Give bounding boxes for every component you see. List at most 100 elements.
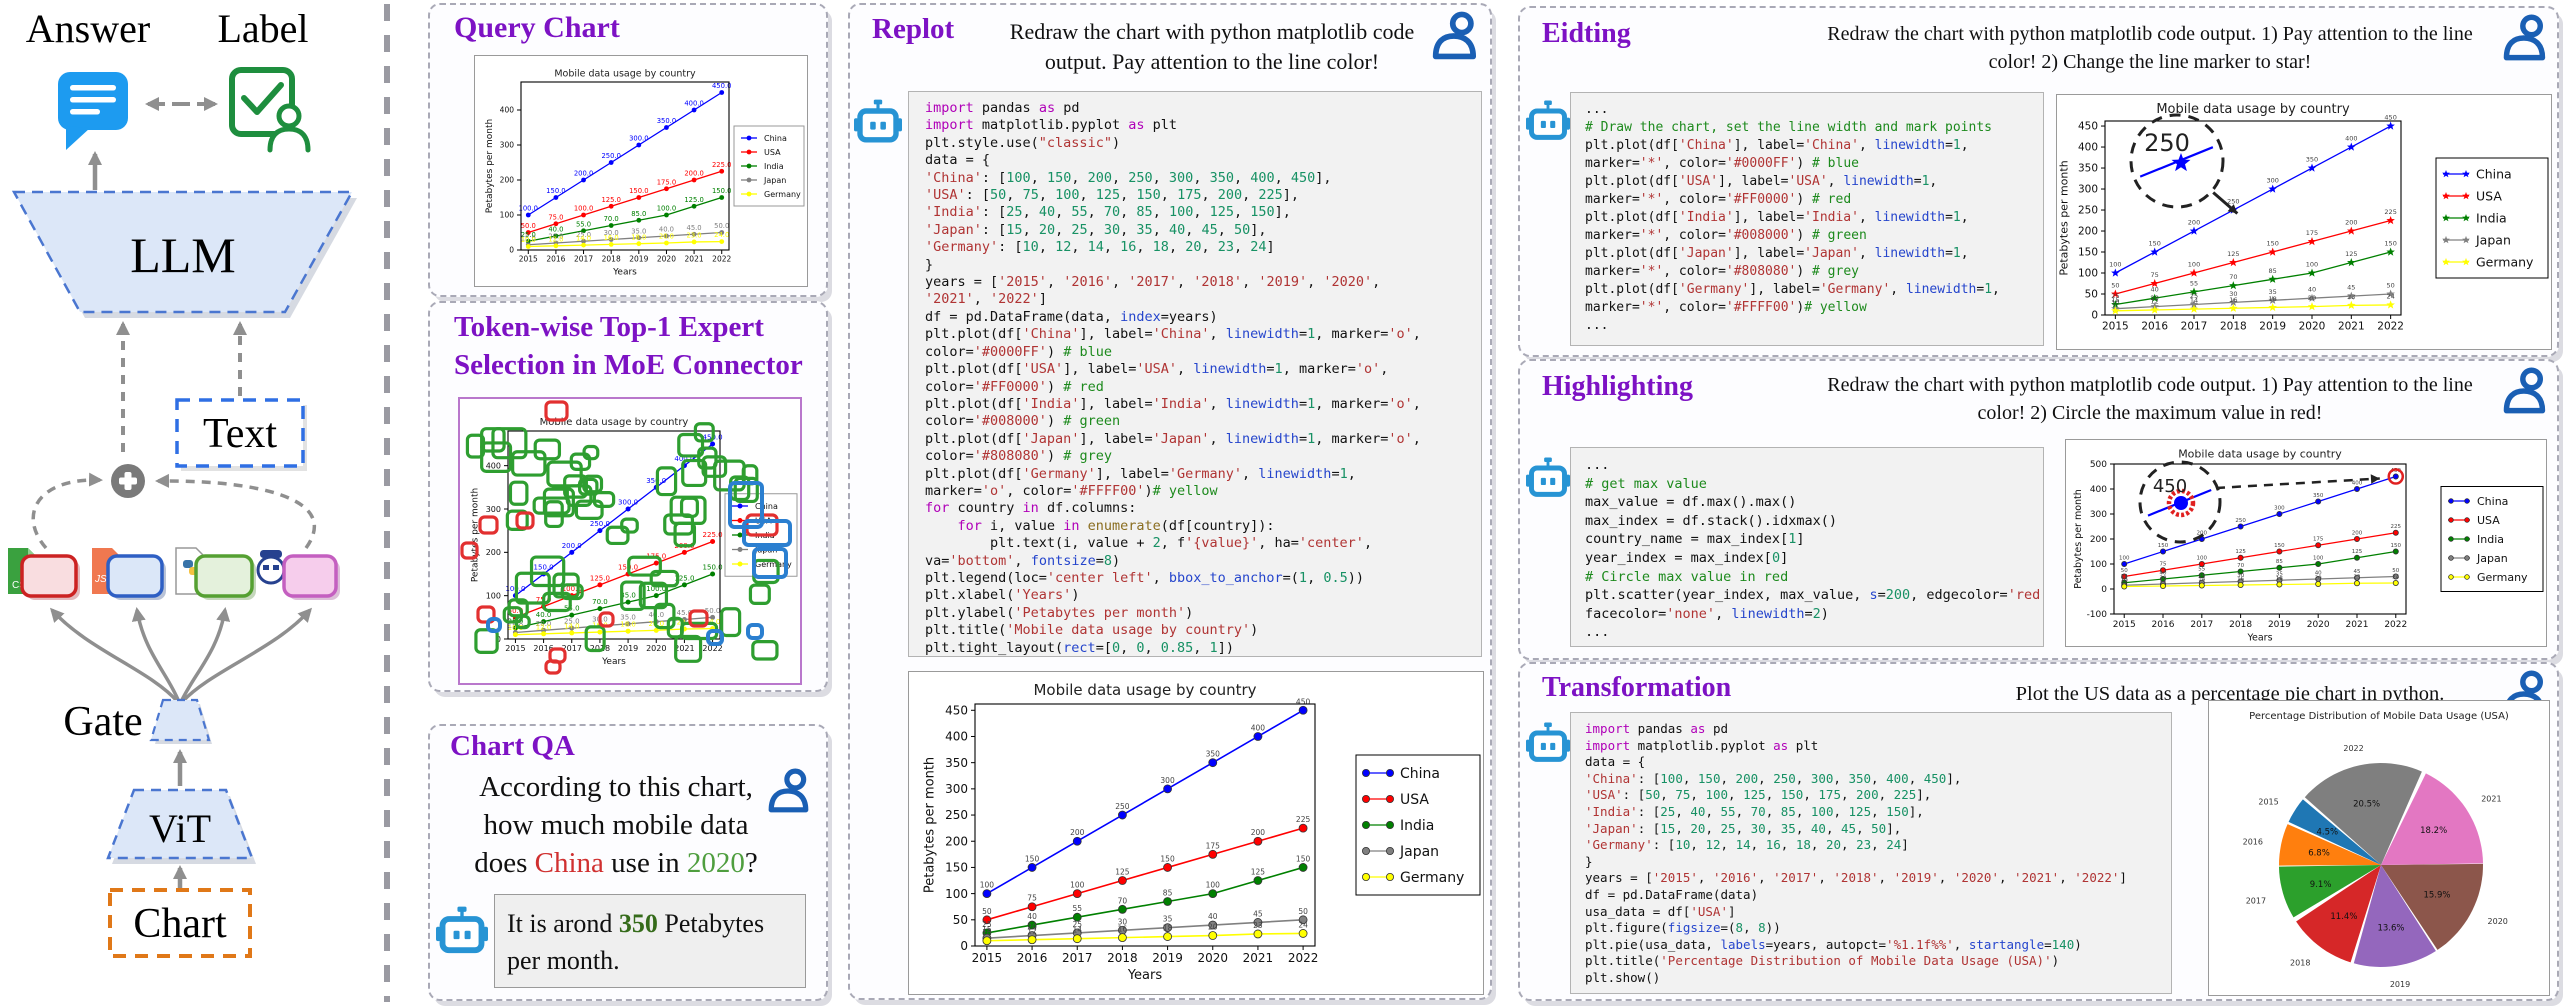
svg-text:2020: 2020 [1197, 951, 1228, 965]
svg-text:20: 20 [1027, 923, 1037, 932]
svg-text:23: 23 [2347, 293, 2355, 301]
svg-text:Germany: Germany [2476, 255, 2534, 270]
svg-text:300.0: 300.0 [618, 499, 638, 507]
svg-text:225.0: 225.0 [712, 161, 731, 169]
highlighting-output-chart: Mobile data usage by country -100 0 100 200 3… [2073, 447, 2544, 644]
svg-text:200: 200 [2197, 530, 2208, 536]
svg-text:100: 100 [2313, 555, 2324, 561]
svg-text:25.0: 25.0 [521, 231, 536, 239]
svg-text:2021: 2021 [685, 255, 704, 264]
svg-text:125: 125 [2352, 549, 2363, 555]
svg-text:50: 50 [2111, 282, 2119, 290]
svg-text:100.0: 100.0 [562, 585, 582, 593]
highlighting-title: Highlighting [1542, 371, 1693, 402]
svg-text:500: 500 [2090, 460, 2107, 470]
svg-text:450: 450 [2153, 476, 2187, 497]
svg-text:70: 70 [2237, 563, 2244, 569]
svg-text:40.0: 40.0 [659, 226, 674, 234]
svg-text:2016: 2016 [533, 644, 553, 653]
svg-text:85: 85 [2269, 267, 2277, 275]
svg-text:35: 35 [2276, 572, 2283, 578]
svg-text:400: 400 [2078, 142, 2098, 154]
svg-text:200: 200 [1070, 828, 1085, 837]
svg-text:14: 14 [2198, 577, 2205, 583]
svg-text:40.0: 40.0 [548, 226, 563, 234]
svg-text:100.0: 100.0 [646, 585, 666, 593]
svg-text:55: 55 [1072, 904, 1082, 913]
svg-text:50: 50 [982, 907, 992, 916]
svg-text:4.5%: 4.5% [2316, 828, 2338, 838]
svg-text:10.0: 10.0 [508, 624, 524, 632]
svg-text:2022: 2022 [2384, 620, 2407, 630]
svg-text:2015: 2015 [2113, 620, 2136, 630]
svg-text:400.0: 400.0 [684, 100, 703, 108]
svg-text:50.0: 50.0 [521, 222, 536, 230]
svg-text:45: 45 [2353, 569, 2360, 575]
svg-text:2022: 2022 [2377, 321, 2404, 333]
svg-text:15.0: 15.0 [521, 234, 536, 242]
svg-text:18.2%: 18.2% [2420, 826, 2447, 836]
svg-text:18: 18 [2269, 295, 2277, 303]
svg-text:35.0: 35.0 [631, 227, 646, 235]
svg-text:200: 200 [486, 548, 501, 557]
svg-text:150.0: 150.0 [546, 187, 565, 195]
svg-text:2020: 2020 [2488, 917, 2508, 926]
query-chart-figure: Mobile data usage by country 0 100 200 300 40… [474, 55, 808, 287]
svg-text:Percentage Distribution of Mob: Percentage Distribution of Mobile Data U… [2249, 711, 2509, 722]
svg-text:2015: 2015 [2258, 798, 2278, 807]
svg-text:20.0: 20.0 [659, 233, 674, 241]
svg-text:150: 150 [2266, 240, 2278, 248]
svg-text:150.0: 150.0 [629, 187, 648, 195]
svg-text:0: 0 [2101, 585, 2107, 595]
svg-text:125: 125 [2235, 549, 2246, 555]
highlighting-instruction: Redraw the chart with python matplotlib … [1827, 374, 2473, 424]
svg-text:300: 300 [1160, 776, 1175, 785]
svg-text:Japan: Japan [2475, 233, 2511, 248]
svg-text:100: 100 [2109, 261, 2121, 269]
svg-text:11.4%: 11.4% [2330, 912, 2357, 922]
svg-text:250: 250 [2227, 198, 2239, 206]
svg-text:23: 23 [2353, 575, 2360, 581]
replot-output-chart: Mobile data usage by country 0 50 100 150 200… [922, 681, 1481, 983]
editing-title: Eidting [1542, 18, 1631, 49]
svg-text:30: 30 [2237, 573, 2244, 579]
svg-text:16: 16 [1118, 925, 1128, 934]
svg-text:0: 0 [2091, 310, 2098, 322]
svg-text:10: 10 [2121, 578, 2128, 584]
svg-text:Germany: Germany [1400, 870, 1464, 886]
svg-text:150: 150 [2158, 543, 2169, 549]
robot-icon [1526, 722, 1570, 766]
svg-text:250: 250 [1115, 802, 1130, 811]
svg-text:2018: 2018 [590, 644, 610, 653]
svg-text:20: 20 [1208, 923, 1218, 932]
qa-question: According to this chart, how much mobile … [474, 771, 758, 879]
svg-text:2022: 2022 [712, 255, 731, 264]
svg-text:70.0: 70.0 [604, 215, 619, 223]
moe-chart: Mobile data usage by country010020030040… [460, 400, 798, 675]
svg-text:18: 18 [2276, 576, 2283, 582]
svg-text:12.0: 12.0 [548, 235, 563, 243]
svg-text:300: 300 [945, 782, 968, 796]
svg-text:45: 45 [1253, 909, 1263, 918]
svg-text:2017: 2017 [2190, 620, 2213, 630]
svg-text:Mobile data usage by country: Mobile data usage by country [2156, 102, 2350, 117]
svg-text:125: 125 [1251, 868, 1266, 877]
user-icon [1430, 11, 1480, 61]
svg-text:50: 50 [1298, 907, 1308, 916]
panel-replot: Replot Redraw the chart with python matp… [848, 3, 1492, 1000]
svg-text:2019: 2019 [618, 644, 638, 653]
svg-text:70: 70 [1118, 896, 1128, 905]
svg-text:70: 70 [2229, 273, 2237, 281]
svg-text:150.0: 150.0 [712, 187, 731, 195]
svg-text:125: 125 [2227, 250, 2239, 258]
svg-text:400: 400 [2090, 485, 2107, 495]
svg-text:225: 225 [2391, 524, 2402, 530]
svg-text:150: 150 [945, 861, 968, 875]
svg-text:300: 300 [2078, 184, 2098, 196]
svg-text:350.0: 350.0 [657, 117, 676, 125]
svg-text:2021: 2021 [2481, 794, 2501, 803]
svg-text:Mobile data usage by country: Mobile data usage by country [540, 417, 689, 428]
svg-text:30.0: 30.0 [604, 229, 619, 237]
svg-text:18.0: 18.0 [620, 621, 636, 629]
svg-text:Petabytes per month: Petabytes per month [2058, 160, 2071, 275]
